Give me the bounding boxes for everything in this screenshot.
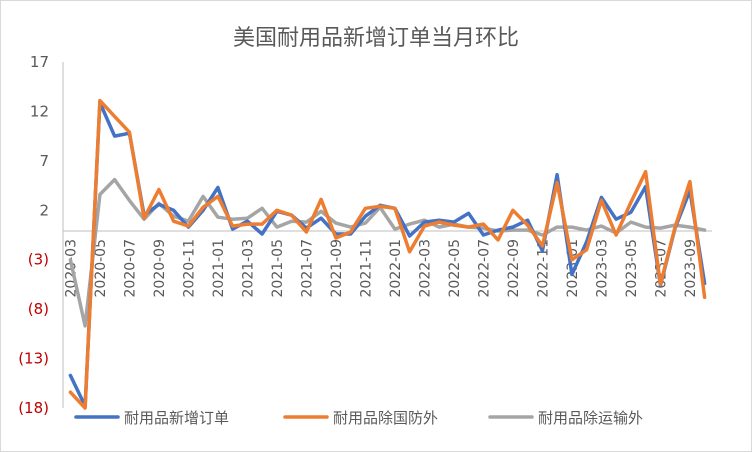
x-tick-label: 2022-05 — [447, 239, 463, 298]
y-tick-label: (13) — [18, 350, 49, 368]
series-line-2 — [68, 98, 707, 410]
y-tick-label: 7 — [39, 152, 49, 170]
x-tick-label: 2023-09 — [683, 239, 699, 298]
x-tick-label: 2023-05 — [624, 239, 640, 298]
y-tick-label: (8) — [28, 300, 49, 318]
x-axis: 2020-03 2020-05 2020-07 2020-09 2020-11 2021-… — [63, 230, 712, 298]
x-tick-label: 2022-07 — [476, 239, 492, 298]
legend-label: 耐用品除运输外 — [538, 409, 643, 427]
x-tick-label: 2020-09 — [152, 239, 168, 298]
x-tick-label: 2021-07 — [299, 239, 315, 298]
x-tick-label: 2021-03 — [240, 239, 256, 298]
x-tick-label: 2022-01 — [388, 239, 404, 298]
legend-label: 耐用品新增订单 — [124, 409, 229, 427]
legend-label: 耐用品除国防外 — [333, 409, 438, 427]
chart-title: 美国耐用品新增订单当月环比 — [233, 26, 519, 51]
x-tick-label: 2020-11 — [181, 239, 197, 298]
x-tick-label: 2022-09 — [506, 239, 522, 298]
x-tick-label: 2020-07 — [122, 239, 138, 298]
x-tick-label: 2021-01 — [211, 239, 227, 298]
y-tick-label: 17 — [30, 53, 49, 71]
x-tick-label: 2023-03 — [594, 239, 610, 298]
x-tick-label: 2021-09 — [329, 239, 345, 298]
y-tick-label: (18) — [18, 399, 49, 417]
y-tick-label: (3) — [28, 251, 49, 269]
x-tick-label: 2022-03 — [417, 239, 433, 298]
series-lines — [68, 98, 707, 410]
x-tick-label: 2022-11 — [535, 239, 551, 298]
x-tick-label: 2020-05 — [93, 239, 109, 298]
legend: 耐用品新增订单 耐用品除国防外 耐用品除运输外 — [74, 409, 643, 427]
y-tick-label: 12 — [30, 102, 49, 120]
series-line-3 — [68, 177, 707, 328]
x-tick-label: 2021-05 — [270, 239, 286, 298]
x-tick-label: 2021-11 — [358, 239, 374, 298]
y-axis: 17 12 7 2 (3) (8) (13) (18) — [18, 53, 64, 417]
y-tick-label: 2 — [39, 201, 49, 219]
